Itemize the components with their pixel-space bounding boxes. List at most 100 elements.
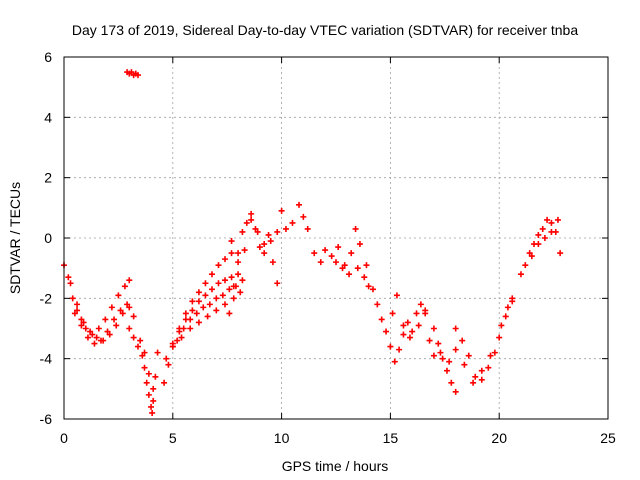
data-point [369,286,376,293]
y-tick-label: 2 [44,170,52,186]
data-point [106,331,113,338]
data-point [478,367,485,374]
data-point [150,385,157,392]
data-point [74,307,81,314]
data-point [235,259,242,266]
data-point [400,322,407,329]
data-point [452,325,459,332]
data-point [491,349,498,356]
data-point [239,277,246,284]
data-point [141,364,148,371]
data-point [348,250,355,257]
data-point [517,271,524,278]
y-tick-label: 0 [44,230,52,246]
data-point [554,216,561,223]
data-point [97,337,104,344]
data-point [256,244,263,251]
data-point [239,228,246,235]
x-tick-label: 5 [169,430,177,446]
y-axis-label: SDTVAR / TECUs [7,182,23,294]
data-point [145,370,152,377]
data-point [459,337,466,344]
data-point [111,316,118,323]
data-point [163,355,170,362]
data-point [230,295,237,302]
data-point [195,298,202,305]
data-point [437,349,444,356]
data-point [141,349,148,356]
data-point [193,310,200,317]
data-point [226,286,233,293]
data-point [161,379,168,386]
data-point [541,235,548,241]
axis-ticks: 0 5 10 15 20 25 -6 -4 -2 0 2 4 6 [40,49,616,446]
data-point [104,328,111,335]
data-point [169,343,176,350]
data-point [430,325,437,332]
data-point [383,328,390,335]
data-point [139,352,146,359]
data-point [274,280,281,287]
data-point [361,274,368,281]
data-point [304,225,311,232]
data-point [485,364,492,371]
data-point [446,358,453,365]
data-point [213,307,220,314]
x-tick-label: 15 [383,430,399,446]
data-point [137,337,144,344]
data-point [187,325,194,332]
data-point [548,228,555,235]
data-point [237,289,244,296]
data-point [215,262,222,269]
data-point [180,325,187,332]
data-point [289,219,296,226]
data-point [498,322,505,329]
data-point [235,250,242,257]
data-point [78,316,85,323]
data-point [406,334,413,341]
data-point [154,349,161,356]
data-point [417,301,424,308]
data-point [526,250,533,257]
data-point [274,228,281,235]
data-point [121,283,128,290]
y-tick-label: 6 [44,49,52,65]
data-point [278,207,285,214]
data-point [78,322,85,329]
data-point [195,319,202,326]
data-point [248,216,255,223]
data-point [311,250,318,257]
x-axis-label: GPS time / hours [282,458,389,474]
data-point [241,247,248,254]
data-point [356,241,363,248]
data-point [113,322,120,329]
data-point [461,361,468,368]
data-point [426,337,433,344]
data-point [400,331,407,338]
data-point [65,274,72,281]
data-point [252,225,259,232]
data-point [296,201,303,208]
data-point [243,219,250,226]
data-point [443,367,450,374]
x-tick-label: 25 [600,430,616,446]
data-point [195,289,202,296]
data-point [557,250,564,257]
data-point [215,280,222,287]
data-point [80,319,87,326]
data-point [391,358,398,365]
data-point [322,247,329,254]
data-point [374,301,381,308]
data-point [202,280,209,287]
data-point [267,238,274,245]
data-point [504,304,511,311]
data-point [126,325,133,332]
data-point [522,262,529,269]
data-point [470,379,477,386]
data-point [422,307,429,314]
data-point [487,352,494,359]
data-point [222,301,229,308]
data-point [465,352,472,359]
